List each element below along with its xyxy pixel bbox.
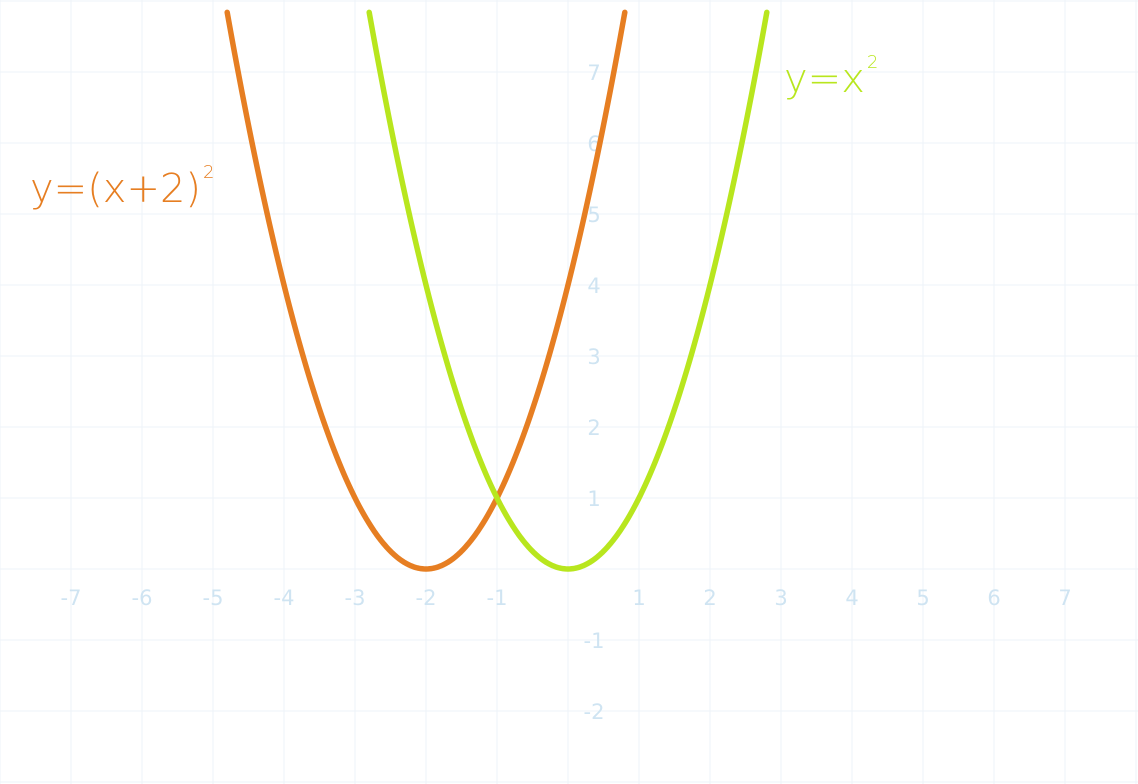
x-tick-label: 5 [916, 586, 929, 610]
series-line-parabola [366, 9, 770, 572]
x-tick-label: -7 [61, 586, 82, 610]
series-label-shifted-parabola: y=(x+2) 2 [30, 162, 215, 212]
x-tick-label: -2 [416, 586, 437, 610]
x-tick-label: 6 [987, 586, 1000, 610]
y-tick-label: 1 [587, 487, 600, 511]
x-tick-label: 1 [632, 586, 645, 610]
y-tick-label: -2 [584, 700, 605, 724]
x-tick-label: 7 [1058, 586, 1071, 610]
x-tick-label: 3 [774, 586, 787, 610]
y-tick-label: 7 [587, 61, 600, 85]
series-label-parabola: y=x 2 [784, 52, 879, 102]
y-tick-label: -1 [584, 629, 605, 653]
exponent: 2 [866, 52, 879, 73]
x-tick-label: -6 [132, 586, 153, 610]
x-tick-label: -5 [203, 586, 224, 610]
x-tick-label: 4 [845, 586, 858, 610]
series-name: y=(x+2) [30, 166, 202, 212]
y-tick-label: 5 [587, 203, 600, 227]
series-name: y=x [784, 56, 865, 102]
series-line-shifted-parabola [224, 9, 628, 572]
x-tick-label: -3 [345, 586, 366, 610]
x-tick-label: -4 [274, 586, 295, 610]
y-tick-label: 3 [587, 345, 600, 369]
y-tick-label: 4 [587, 274, 600, 298]
curves [224, 9, 770, 572]
x-tick-label: -1 [487, 586, 508, 610]
y-tick-label: 2 [587, 416, 600, 440]
x-tick-label: 2 [703, 586, 716, 610]
exponent: 2 [203, 162, 215, 183]
